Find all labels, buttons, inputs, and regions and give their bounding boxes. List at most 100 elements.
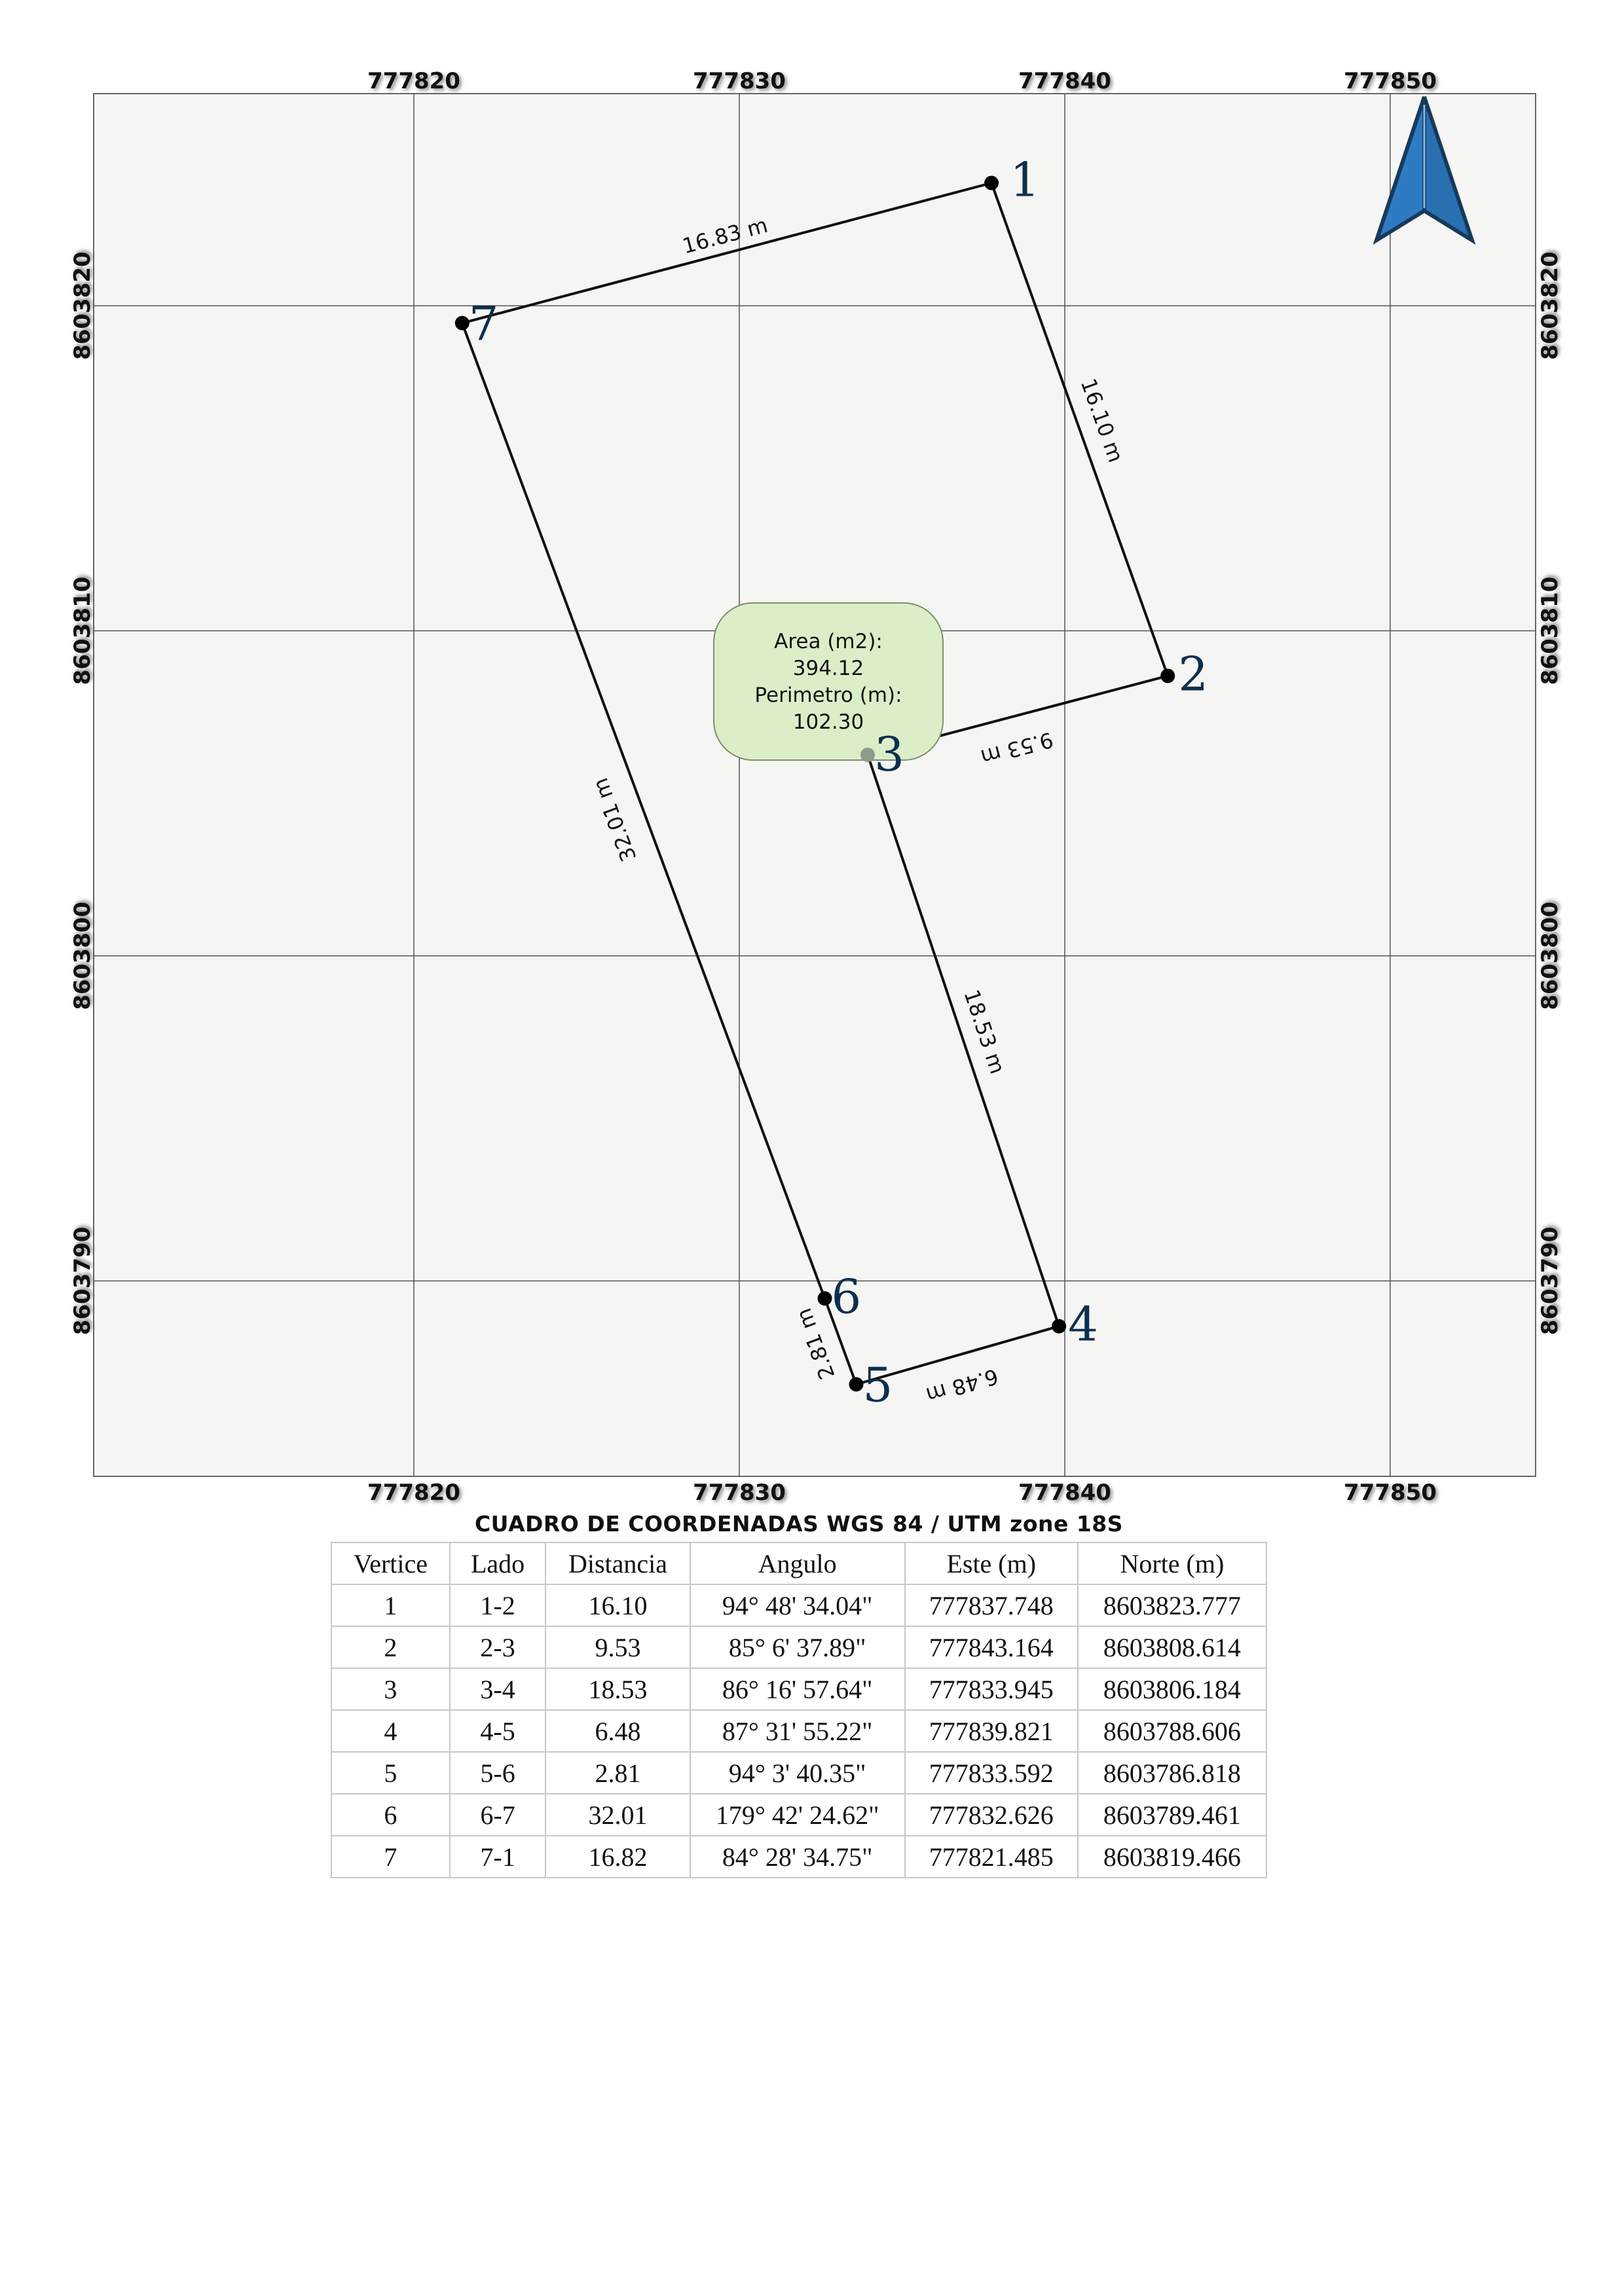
map-canvas: 777820 777820 777830 777830 777840 777840 7778…: [69, 68, 1563, 1506]
table-row: 3 3-4 18.53 86° 16' 57.64" 777833.945 8603806…: [331, 1667, 1268, 1711]
table-cell: 1: [331, 1584, 451, 1627]
vertices: 1 2 3 4 56 7: [454, 152, 1208, 1412]
vertex-label: 1: [1010, 152, 1040, 207]
table-title: CUADRO DE COORDENADAS WGS 84 / UTM zone …: [474, 1511, 1124, 1537]
grid-label-left: 8603810: [69, 577, 96, 685]
grid-labels: 777820 777820 777830 777830 777840 777840 7778…: [69, 68, 1563, 1506]
table-cell: 8603786.818: [1077, 1751, 1268, 1795]
vertex-point: [849, 1377, 864, 1392]
vertex-point: [984, 175, 999, 191]
grid-label-right: 8603820: [1537, 251, 1563, 360]
table-cell: 777832.626: [904, 1793, 1079, 1836]
vertex-label: 5: [863, 1357, 893, 1412]
area-box: Area (m2): 394.12 Perimetro (m): 102.30: [713, 602, 944, 761]
table-row: 1 1-2 16.10 94° 48' 34.04" 777837.748 8603823…: [331, 1584, 1268, 1627]
table-cell: 84° 28' 34.75": [689, 1835, 906, 1878]
table-cell: 8603806.184: [1077, 1667, 1268, 1711]
table-cell: 9.53: [545, 1626, 691, 1669]
table-cell: 8603823.777: [1077, 1584, 1268, 1627]
grid-label-right: 8603800: [1537, 902, 1563, 1010]
vertex-label: 7: [469, 297, 499, 352]
grid-label-left: 8603800: [69, 902, 96, 1010]
table-cell: 8603808.614: [1077, 1626, 1268, 1669]
table-body: 1 1-2 16.10 94° 48' 34.04" 777837.748 8603823…: [331, 1584, 1268, 1878]
grid-label-bottom: 777850: [1344, 1480, 1437, 1506]
table-cell: 4: [331, 1709, 451, 1753]
table-cell: 777839.821: [904, 1709, 1079, 1753]
table-cell: 6.48: [545, 1709, 691, 1753]
table-cell: 18.53: [545, 1667, 691, 1711]
table-header-cell: Este (m): [904, 1542, 1079, 1585]
vertex-point: [817, 1291, 832, 1306]
area-box-background: [713, 602, 944, 761]
table-row: 6 6-7 32.01 179° 42' 24.62" 777832.626 860378…: [331, 1793, 1268, 1836]
table-cell: 2-3: [449, 1626, 547, 1669]
table-header-cell: Norte (m): [1077, 1542, 1268, 1585]
table-row: 4 4-5 6.48 87° 31' 55.22" 777839.821 8603788.…: [331, 1709, 1268, 1753]
table-header-cell: Angulo: [689, 1542, 906, 1585]
table-cell: 3-4: [449, 1667, 547, 1711]
table-header-cell: Distancia: [545, 1542, 691, 1585]
vertex-label: 3: [874, 727, 904, 782]
table-cell: 5-6: [449, 1751, 547, 1795]
table-cell: 87° 31' 55.22": [689, 1709, 906, 1753]
table-cell: 777843.164: [904, 1626, 1079, 1669]
table-cell: 8603819.466: [1077, 1835, 1268, 1878]
table-cell: 2: [331, 1626, 451, 1669]
grid-label-right: 8603810: [1537, 577, 1563, 685]
vertex-point: [454, 316, 470, 331]
parcel-boundary: [460, 181, 1170, 1386]
table-cell: 777833.945: [904, 1667, 1079, 1711]
table-row: 5 5-6 2.81 94° 3' 40.35" 777833.592 8603786.8…: [331, 1751, 1268, 1795]
area-value: 394.12: [793, 657, 864, 680]
grid-label-left: 8603820: [69, 251, 96, 360]
vertex-point: [1160, 668, 1175, 683]
parcel-polygon: [460, 181, 1170, 1386]
grid-label-top: 777840: [1018, 68, 1111, 94]
table-cell: 3: [331, 1667, 451, 1711]
table-cell: 777821.485: [904, 1835, 1079, 1878]
table-cell: 2.81: [545, 1751, 691, 1795]
grid-label-right: 8603790: [1537, 1227, 1563, 1336]
vertex-label: 2: [1178, 646, 1208, 701]
table-cell: 1-2: [449, 1584, 547, 1627]
table-cell: 5: [331, 1751, 451, 1795]
table-cell: 94° 3' 40.35": [689, 1751, 906, 1795]
table-cell: 179° 42' 24.62": [689, 1793, 906, 1836]
north-arrow-icon: [1373, 96, 1476, 245]
table-row: 7 7-1 16.82 84° 28' 34.75" 777821.485 8603819…: [331, 1835, 1268, 1878]
table-cell: 777833.592: [904, 1751, 1079, 1795]
table-cell: 8603789.461: [1077, 1793, 1268, 1836]
table-cell: 8603788.606: [1077, 1709, 1268, 1753]
table-header-cell: Lado: [449, 1542, 547, 1585]
perimeter-label: Perimetro (m):: [754, 683, 902, 707]
grid-label-bottom: 777830: [693, 1480, 786, 1506]
vertex-point: [1052, 1319, 1067, 1334]
perimeter-value: 102.30: [793, 710, 864, 734]
table-cell: 32.01: [545, 1793, 691, 1836]
table-cell: 4-5: [449, 1709, 547, 1753]
table-cell: 777837.748: [904, 1584, 1079, 1627]
table-cell: 6: [331, 1793, 451, 1836]
grid-label-bottom: 777820: [367, 1480, 460, 1506]
vertex-point: [860, 747, 876, 762]
grid-label-top: 777850: [1344, 68, 1437, 94]
table-header-row: Vertice Lado Distancia Angulo Este (m) Norte …: [331, 1542, 1268, 1585]
grid-label-top: 777820: [367, 68, 460, 94]
grid-label-top: 777830: [693, 68, 786, 94]
table-cell: 7-1: [449, 1835, 547, 1878]
coordinates-table-section: CUADRO DE COORDENADAS WGS 84 / UTM zone …: [331, 1511, 1268, 1878]
table-cell: 16.10: [545, 1584, 691, 1627]
map-frame: [93, 93, 1536, 1477]
table-cell: 16.82: [545, 1835, 691, 1878]
table-cell: 86° 16' 57.64": [689, 1667, 906, 1711]
table-cell: 6-7: [449, 1793, 547, 1836]
table-row: 2 2-3 9.53 85° 6' 37.89" 777843.164 8603808.6…: [331, 1626, 1268, 1669]
vertex-label: 6: [832, 1269, 862, 1324]
area-label: Area (m2):: [774, 630, 883, 653]
table-cell: 94° 48' 34.04": [689, 1584, 906, 1627]
grid-label-left: 8603790: [69, 1227, 96, 1336]
coordinates-table: Vertice Lado Distancia Angulo Este (m) Norte …: [331, 1542, 1268, 1878]
table-cell: 85° 6' 37.89": [689, 1626, 906, 1669]
vertex-label: 4: [1068, 1297, 1098, 1352]
